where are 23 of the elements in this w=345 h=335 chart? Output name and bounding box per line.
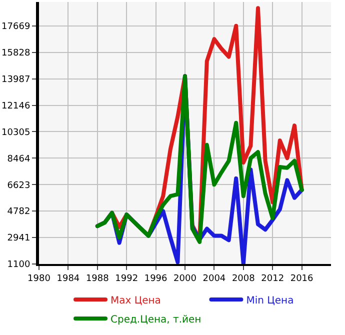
y-tick-label: 1100 [7, 260, 30, 270]
x-tick-label: 1980 [28, 274, 51, 284]
y-tick-label: 6623 [7, 180, 30, 191]
y-tick-label: 2941 [7, 234, 30, 244]
y-tick-label: 13987 [2, 74, 30, 85]
y-tick-label: 4782 [7, 207, 30, 218]
x-tick-label: 1996 [144, 274, 168, 284]
y-tick-label: 12146 [2, 101, 30, 112]
x-tick-label: 1992 [115, 274, 138, 284]
y-tick-label: 15828 [2, 48, 30, 58]
y-tick-label: 8464 [7, 154, 30, 164]
x-tick-label: 1988 [86, 274, 110, 284]
x-tick-label: 2016 [290, 274, 314, 284]
x-tick-label: 2004 [202, 274, 226, 284]
x-tick-label: 2012 [261, 274, 284, 284]
y-tick-label: 10305 [2, 128, 30, 138]
x-tick-label: 2008 [232, 274, 256, 284]
x-tick-label: 2000 [174, 274, 197, 284]
legend-label: Сред.Цена, т.йен [110, 314, 202, 326]
y-tick-label: 17669 [2, 22, 30, 32]
legend-label: Min Цена [246, 295, 294, 306]
x-tick-label: 1984 [56, 274, 80, 284]
legend-label: Max Цена [110, 295, 161, 306]
